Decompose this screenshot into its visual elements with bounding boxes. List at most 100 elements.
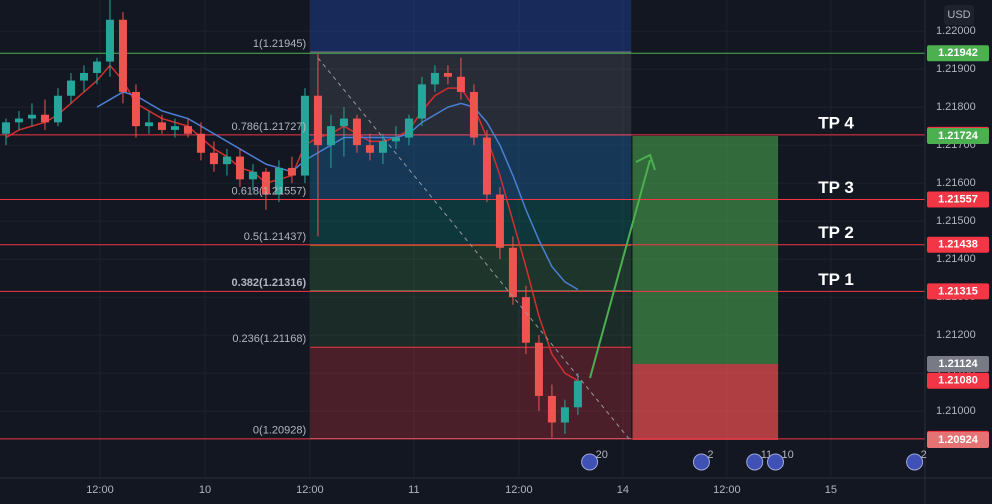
- price-tag-label: 1.21942: [938, 47, 978, 59]
- candle-body: [53, 95, 62, 123]
- event-icon[interactable]: [906, 453, 924, 471]
- candle-body: [248, 171, 257, 180]
- tp-label: TP 3: [818, 178, 854, 197]
- candle-body: [287, 167, 296, 176]
- price-tag: [927, 372, 989, 389]
- candle-body: [1, 122, 10, 134]
- candle-body: [209, 152, 218, 165]
- candle-body: [66, 80, 75, 96]
- candle-body: [482, 137, 491, 195]
- price-tag-label: 1.21438: [938, 239, 978, 251]
- candle-body: [27, 114, 36, 119]
- fib-band: [310, 134, 632, 200]
- event-count: 20: [596, 449, 608, 461]
- x-tick-label: 12:00: [713, 484, 741, 496]
- y-tick-label: 1.21500: [936, 215, 976, 227]
- candle-body: [92, 61, 101, 73]
- price-tag-label: 1.20924: [938, 434, 979, 446]
- fib-extension: [310, 0, 632, 53]
- x-tick-label: 12:00: [505, 484, 533, 496]
- candle-body: [157, 122, 166, 130]
- candle-body: [274, 167, 283, 195]
- candle-body: [534, 342, 543, 396]
- candle-body: [131, 91, 140, 127]
- y-tick-label: 1.21600: [936, 177, 976, 189]
- y-tick-label: 1.21200: [936, 329, 976, 341]
- fib-label: 0.236(1.21168): [232, 333, 306, 345]
- candle-body: [404, 118, 413, 138]
- price-tag-label: 1.21315: [938, 285, 978, 297]
- arrow-head: [635, 153, 656, 171]
- candle-body: [469, 91, 478, 138]
- price-tag: [927, 283, 989, 300]
- fib-label: 0.618(1.21557): [232, 185, 307, 197]
- candle-body: [547, 395, 556, 423]
- currency: USD: [947, 9, 970, 21]
- candle-body: [183, 126, 192, 134]
- candle-body: [573, 380, 582, 408]
- x-tick-label: 15: [825, 484, 837, 496]
- x-tick-label: 14: [617, 484, 629, 496]
- candle-body: [14, 118, 23, 123]
- y-tick-label: 1.21800: [936, 101, 976, 113]
- event-icon[interactable]: [767, 453, 785, 471]
- fib-band: [310, 245, 632, 292]
- candle-body: [313, 95, 322, 146]
- candle-body: [105, 19, 114, 62]
- price-tag: [927, 356, 989, 373]
- price-tag-label: 1.21724: [938, 130, 979, 142]
- tp-label: TP 1: [818, 270, 854, 289]
- candle-body: [521, 297, 530, 343]
- candle-body: [365, 145, 374, 153]
- candle-body: [443, 72, 452, 77]
- candle-body: [196, 133, 205, 153]
- x-tick-label: 12:00: [86, 484, 114, 496]
- x-tick-label: 10: [199, 484, 211, 496]
- fib-label: 0.786(1.21727): [232, 121, 307, 133]
- position-target: [632, 136, 779, 365]
- event-icon[interactable]: [692, 453, 710, 471]
- candle-body: [235, 156, 244, 180]
- candle-body: [118, 19, 127, 92]
- candle-body: [417, 84, 426, 119]
- y-tick-label: 1.21000: [936, 405, 976, 417]
- price-tag-label: 1.21080: [938, 375, 978, 387]
- price-tag: [927, 45, 989, 62]
- event-count: 10: [782, 449, 794, 461]
- price-tag: [927, 432, 989, 449]
- price-tag: [927, 191, 989, 208]
- event-icon[interactable]: [581, 453, 599, 471]
- candle-body: [326, 126, 335, 146]
- candle-body: [495, 194, 504, 248]
- event-count: 11: [761, 449, 772, 461]
- price-tag: [927, 128, 989, 145]
- fib-band: [310, 199, 632, 246]
- price-tag-label: 1.21124: [938, 358, 978, 370]
- trend-line: [317, 57, 631, 441]
- price-tag-label: 1.21557: [938, 193, 978, 205]
- tp-label: TP 2: [818, 223, 854, 242]
- candle-body: [391, 137, 400, 142]
- y-tick-label: 1.22000: [936, 25, 976, 37]
- event-icon[interactable]: [746, 453, 764, 471]
- arrow: [589, 159, 651, 379]
- candle-body: [300, 95, 309, 176]
- position-stop: [632, 364, 779, 441]
- candle-body: [352, 118, 361, 146]
- fib-band: [310, 291, 632, 348]
- candle-body: [456, 76, 465, 92]
- x-tick-label: 12:00: [296, 484, 324, 496]
- fib-label: 0(1.20928): [253, 424, 306, 436]
- fib-label: 1(1.21945): [253, 38, 306, 50]
- fib-label: 0.5(1.21437): [244, 231, 306, 243]
- candle-body: [144, 122, 153, 127]
- candle-body: [40, 114, 49, 123]
- x-tick-label: 11: [408, 484, 419, 496]
- currency-box[interactable]: [944, 5, 974, 25]
- event-count: 2: [707, 449, 713, 461]
- fib-band: [310, 347, 632, 439]
- price-tag: [927, 236, 989, 253]
- tp-label: TP 4: [818, 113, 854, 132]
